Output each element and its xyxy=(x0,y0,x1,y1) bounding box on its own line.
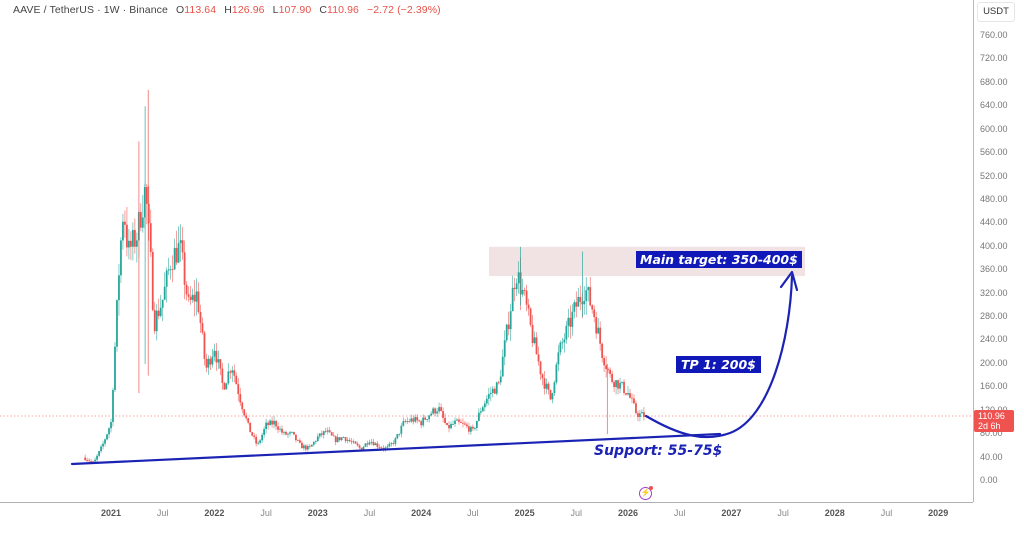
time-tick: 2026 xyxy=(617,508,639,518)
time-tick: 2024 xyxy=(411,508,432,518)
flash-icon[interactable]: ⚡ xyxy=(639,487,652,500)
price-tick: 600.00 xyxy=(980,123,1008,134)
main-target-label[interactable]: Main target: 350-400$ xyxy=(636,251,802,268)
symbol-legend: AAVE / TetherUS · 1W · Binance O113.64 H… xyxy=(13,4,441,16)
price-tick: 120.00 xyxy=(980,405,1008,415)
price-tick: 720.00 xyxy=(980,53,1008,64)
annotation-drawings xyxy=(70,270,799,466)
price-axis[interactable] xyxy=(973,0,1024,502)
time-axis[interactable] xyxy=(0,502,973,525)
time-tick: 2029 xyxy=(928,508,949,518)
time-tick: Jul xyxy=(673,508,686,518)
time-tick: 2025 xyxy=(514,508,535,518)
close-label: C xyxy=(319,4,328,16)
notification-dot xyxy=(649,486,653,490)
bottom-strip xyxy=(0,525,1024,541)
time-tick: 2023 xyxy=(307,508,328,518)
price-tick: 200.00 xyxy=(980,357,1008,368)
tp1-label[interactable]: TP 1: 200$ xyxy=(676,356,761,373)
open-label: O xyxy=(175,4,185,16)
open-value: 113.64 xyxy=(184,4,217,16)
last-price-tag: 110.96 2d 6h xyxy=(974,410,1014,432)
last-price-value: 110.96 xyxy=(978,411,1005,421)
price-tick: 280.00 xyxy=(980,311,1008,322)
price-tick: 680.00 xyxy=(980,76,1008,87)
time-tick: Jul xyxy=(156,508,169,518)
change-value: −2.72 (−2.39%) xyxy=(367,4,441,16)
price-tick: 640.00 xyxy=(980,100,1008,111)
time-tick: Jul xyxy=(260,508,272,518)
low-value: 107.90 xyxy=(278,4,312,16)
time-tick: 2021 xyxy=(100,508,122,518)
low-label: L xyxy=(272,4,279,16)
time-tick: 2028 xyxy=(824,508,845,518)
price-tick: 0.00 xyxy=(980,475,998,485)
time-tick: 2027 xyxy=(721,508,742,518)
price-tick: 520.00 xyxy=(980,170,1008,181)
price-tick: 80.00 xyxy=(980,428,1003,439)
candlesticks xyxy=(84,89,645,464)
time-tick: Jul xyxy=(570,508,583,518)
time-tick: Jul xyxy=(467,508,479,518)
price-tick: 240.00 xyxy=(980,334,1008,345)
time-tick: Jul xyxy=(777,508,789,518)
price-tick: 40.00 xyxy=(980,451,1003,462)
time-tick: Jul xyxy=(363,508,376,518)
time-tick: 2022 xyxy=(204,508,225,518)
price-tick: 160.00 xyxy=(980,381,1008,392)
price-tick: 400.00 xyxy=(980,240,1008,251)
price-tick: 360.00 xyxy=(980,264,1008,275)
currency-unit-button[interactable]: USDT xyxy=(977,2,1015,22)
time-tick: Jul xyxy=(880,508,893,518)
close-value: 110.96 xyxy=(327,4,359,16)
price-tick: 480.00 xyxy=(980,193,1008,204)
price-tick: 440.00 xyxy=(980,217,1008,228)
high-value: 126.96 xyxy=(231,4,265,16)
high-label: H xyxy=(224,4,232,16)
support-label[interactable]: Support: 55-75$ xyxy=(594,443,723,459)
symbol-title[interactable]: AAVE / TetherUS · 1W · Binance xyxy=(13,4,168,16)
bar-countdown: 2d 6h xyxy=(978,421,1001,431)
price-tick: 320.00 xyxy=(980,287,1008,298)
price-tick: 760.00 xyxy=(980,30,1008,41)
price-tick: 560.00 xyxy=(980,147,1008,158)
chart-canvas[interactable] xyxy=(0,0,973,502)
